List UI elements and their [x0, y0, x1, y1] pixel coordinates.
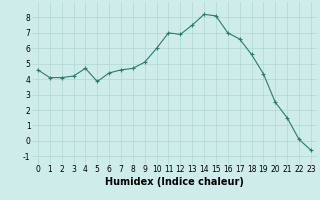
- X-axis label: Humidex (Indice chaleur): Humidex (Indice chaleur): [105, 177, 244, 187]
